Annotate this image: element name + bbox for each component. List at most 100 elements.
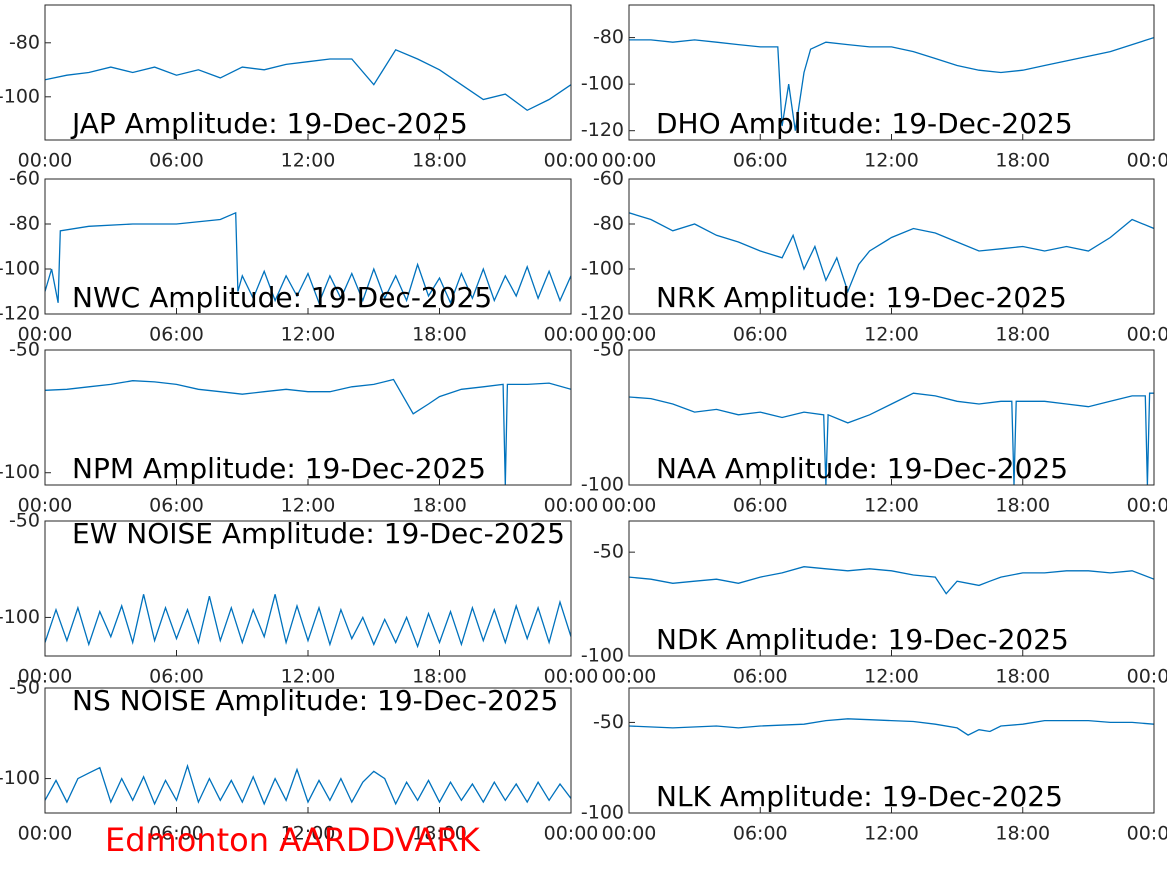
x-tick-label: 06:00 <box>149 150 204 172</box>
y-tick-label: -60 <box>9 168 40 190</box>
panel: -50 -100 00:00 06:00 12:00 18:00 00:00 NS NOISE… <box>0 677 598 845</box>
x-tick-label: 00:00 <box>544 666 599 688</box>
y-tick-label: -100 <box>0 85 40 107</box>
y-tick-label: -100 <box>581 258 624 280</box>
plot-area <box>629 5 1154 140</box>
y-tick-label: -100 <box>0 606 40 628</box>
plot-area <box>45 179 571 314</box>
panel-title: DHO Amplitude: 19-Dec-2025 <box>656 107 1073 140</box>
panel: -80 -100 00:00 06:00 12:00 18:00 00:00 JAP Ampl… <box>0 4 599 172</box>
x-tick-label: 18:00 <box>412 150 467 172</box>
signal-line <box>629 392 1154 485</box>
signal-line <box>629 36 1154 131</box>
x-tick-label: 12:00 <box>864 495 919 517</box>
panel-title: NDK Amplitude: 19-Dec-2025 <box>656 623 1069 656</box>
x-tick-label: 00:00 <box>1127 666 1167 688</box>
x-tick-label: 00:00 <box>18 823 73 845</box>
x-tick-label: 00:00 <box>544 495 599 517</box>
x-tick-label: 12:00 <box>864 666 919 688</box>
x-tick-label: 18:00 <box>995 495 1050 517</box>
x-tick-label: 12:00 <box>281 666 336 688</box>
x-tick-label: 06:00 <box>733 150 788 172</box>
panel-title: NLK Amplitude: 19-Dec-2025 <box>656 780 1063 813</box>
panel-title: NS NOISE Amplitude: 19-Dec-2025 <box>72 684 558 717</box>
y-tick-label: -100 <box>581 474 624 496</box>
x-tick-label: 12:00 <box>281 150 336 172</box>
x-tick-label: 18:00 <box>412 666 467 688</box>
x-tick-label: 06:00 <box>733 324 788 346</box>
x-tick-label: 00:00 <box>18 150 73 172</box>
y-tick-label: -100 <box>581 802 624 824</box>
x-tick-label: 06:00 <box>149 666 204 688</box>
panel-title: JAP Amplitude: 19-Dec-2025 <box>70 107 468 140</box>
footer: Edmonton AARDDVARK <box>105 821 481 859</box>
x-tick-label: 00:00 <box>602 324 657 346</box>
signal-line <box>45 48 571 112</box>
x-tick-label: 06:00 <box>733 823 788 845</box>
signal-line <box>45 378 571 485</box>
panel-title: NWC Amplitude: 19-Dec-2025 <box>72 281 492 314</box>
x-tick-label: 06:00 <box>149 823 204 845</box>
x-tick-label: 00:00 <box>1127 324 1167 346</box>
plot-area <box>629 350 1154 485</box>
x-tick-label: 18:00 <box>995 666 1050 688</box>
panel-title: NRK Amplitude: 19-Dec-2025 <box>656 281 1067 314</box>
plot-area <box>45 350 571 485</box>
y-tick-label: -80 <box>593 26 624 48</box>
y-tick-label: -60 <box>593 168 624 190</box>
x-tick-label: 18:00 <box>995 823 1050 845</box>
x-tick-label: 00:00 <box>602 666 657 688</box>
y-tick-label: -50 <box>9 677 40 699</box>
x-tick-label: 00:00 <box>602 150 657 172</box>
panel: -50 -100 00:00 06:00 12:00 18:00 00:00 EW NOISE… <box>0 510 598 688</box>
plot-area <box>45 521 571 656</box>
x-tick-label: 12:00 <box>864 324 919 346</box>
plot-area <box>629 688 1154 813</box>
x-tick-label: 00:00 <box>602 823 657 845</box>
signal-line <box>629 566 1154 595</box>
x-tick-label: 00:00 <box>1127 150 1167 172</box>
panel: -80 -100 -120 00:00 06:00 12:00 18:00 00:00 DHO … <box>581 4 1167 172</box>
y-tick-label: -50 <box>593 339 624 361</box>
y-tick-label: -100 <box>0 461 40 483</box>
x-tick-label: 18:00 <box>995 150 1050 172</box>
x-tick-label: 18:00 <box>412 495 467 517</box>
panel-title: EW NOISE Amplitude: 19-Dec-2025 <box>72 517 565 550</box>
x-tick-label: 18:00 <box>412 324 467 346</box>
y-tick-label: -120 <box>0 303 40 325</box>
x-tick-label: 12:00 <box>864 823 919 845</box>
y-tick-label: -50 <box>593 711 624 733</box>
x-tick-label: 06:00 <box>733 666 788 688</box>
x-tick-label: 12:00 <box>281 324 336 346</box>
x-tick-label: 00:00 <box>1127 495 1167 517</box>
panel: -60-80-100-12000:0006:0012:0018:0000:00N… <box>581 168 1167 346</box>
x-tick-label: 18:00 <box>412 823 467 845</box>
x-tick-label: 12:00 <box>281 495 336 517</box>
x-tick-label: 06:00 <box>733 495 788 517</box>
x-tick-label: 00:00 <box>1127 823 1167 845</box>
x-tick-label: 00:00 <box>602 495 657 517</box>
x-tick-label: 00:00 <box>18 495 73 517</box>
y-tick-label: -50 <box>593 541 624 563</box>
y-tick-label: -100 <box>0 258 40 280</box>
signal-line <box>629 718 1154 736</box>
x-tick-label: 06:00 <box>149 324 204 346</box>
signal-line <box>629 212 1154 294</box>
y-tick-label: -50 <box>9 510 40 532</box>
y-tick-label: -120 <box>581 303 624 325</box>
x-tick-label: 00:00 <box>544 324 599 346</box>
y-tick-label: -50 <box>9 339 40 361</box>
plot-area <box>45 688 571 813</box>
signal-line <box>45 594 571 649</box>
y-tick-label: -100 <box>581 645 624 667</box>
x-tick-label: 00:00 <box>544 823 599 845</box>
panel-title: NPM Amplitude: 19-Dec-2025 <box>72 452 486 485</box>
x-tick-label: 00:00 <box>544 150 599 172</box>
panel: -50 -100 00:00 06:00 12:00 18:00 00:00 NPM Ampl… <box>0 339 598 517</box>
x-tick-label: 12:00 <box>281 823 336 845</box>
panel-title: NAA Amplitude: 19-Dec-2025 <box>656 452 1068 485</box>
x-tick-label: 18:00 <box>995 324 1050 346</box>
y-tick-label: -120 <box>581 119 624 141</box>
